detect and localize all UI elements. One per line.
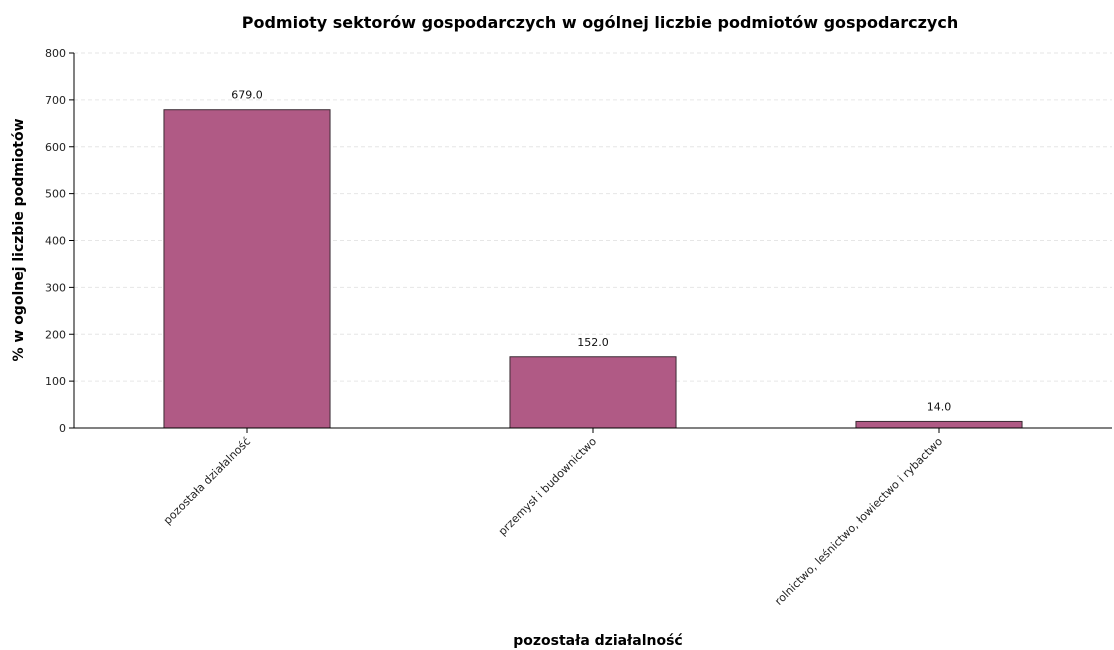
- y-tick-label: 600: [45, 141, 66, 154]
- y-tick-label: 300: [45, 281, 66, 294]
- bars: 679.0 152.0 14.0: [163, 89, 1023, 429]
- bar: [509, 356, 677, 429]
- y-tick-label: 400: [45, 235, 66, 248]
- y-tick-label: 800: [45, 47, 66, 60]
- y-tick-label: 500: [45, 188, 66, 201]
- bar-value-label: 14.0: [927, 400, 952, 413]
- bar-value-label: 679.0: [231, 89, 263, 102]
- y-axis-label: % w ogolnej liczbie podmiotów: [11, 118, 27, 361]
- x-axis-ticks: pozostała działalność przemysł i budownic…: [161, 428, 945, 608]
- y-axis-ticks: 0 100 200 300 400 500 600 700 800: [45, 47, 74, 435]
- x-tick-label: pozostała działalność: [161, 435, 253, 527]
- bar: [163, 109, 331, 429]
- bar: [855, 420, 1023, 429]
- chart-title: Podmioty sektorów gospodarczych w ogólne…: [242, 13, 958, 32]
- bar-value-label: 152.0: [577, 336, 609, 349]
- y-tick-label: 100: [45, 375, 66, 388]
- y-tick-label: 200: [45, 328, 66, 341]
- gridlines: [74, 52, 1112, 382]
- x-tick-label: przemysł i budownictwo: [496, 435, 599, 538]
- y-tick-label: 0: [59, 422, 66, 435]
- x-axis-label: pozostała działalność: [513, 633, 682, 649]
- y-tick-label: 700: [45, 94, 66, 107]
- x-tick-label: rolnictwo, leśnictwo, łowiectwo i rybact…: [772, 435, 945, 608]
